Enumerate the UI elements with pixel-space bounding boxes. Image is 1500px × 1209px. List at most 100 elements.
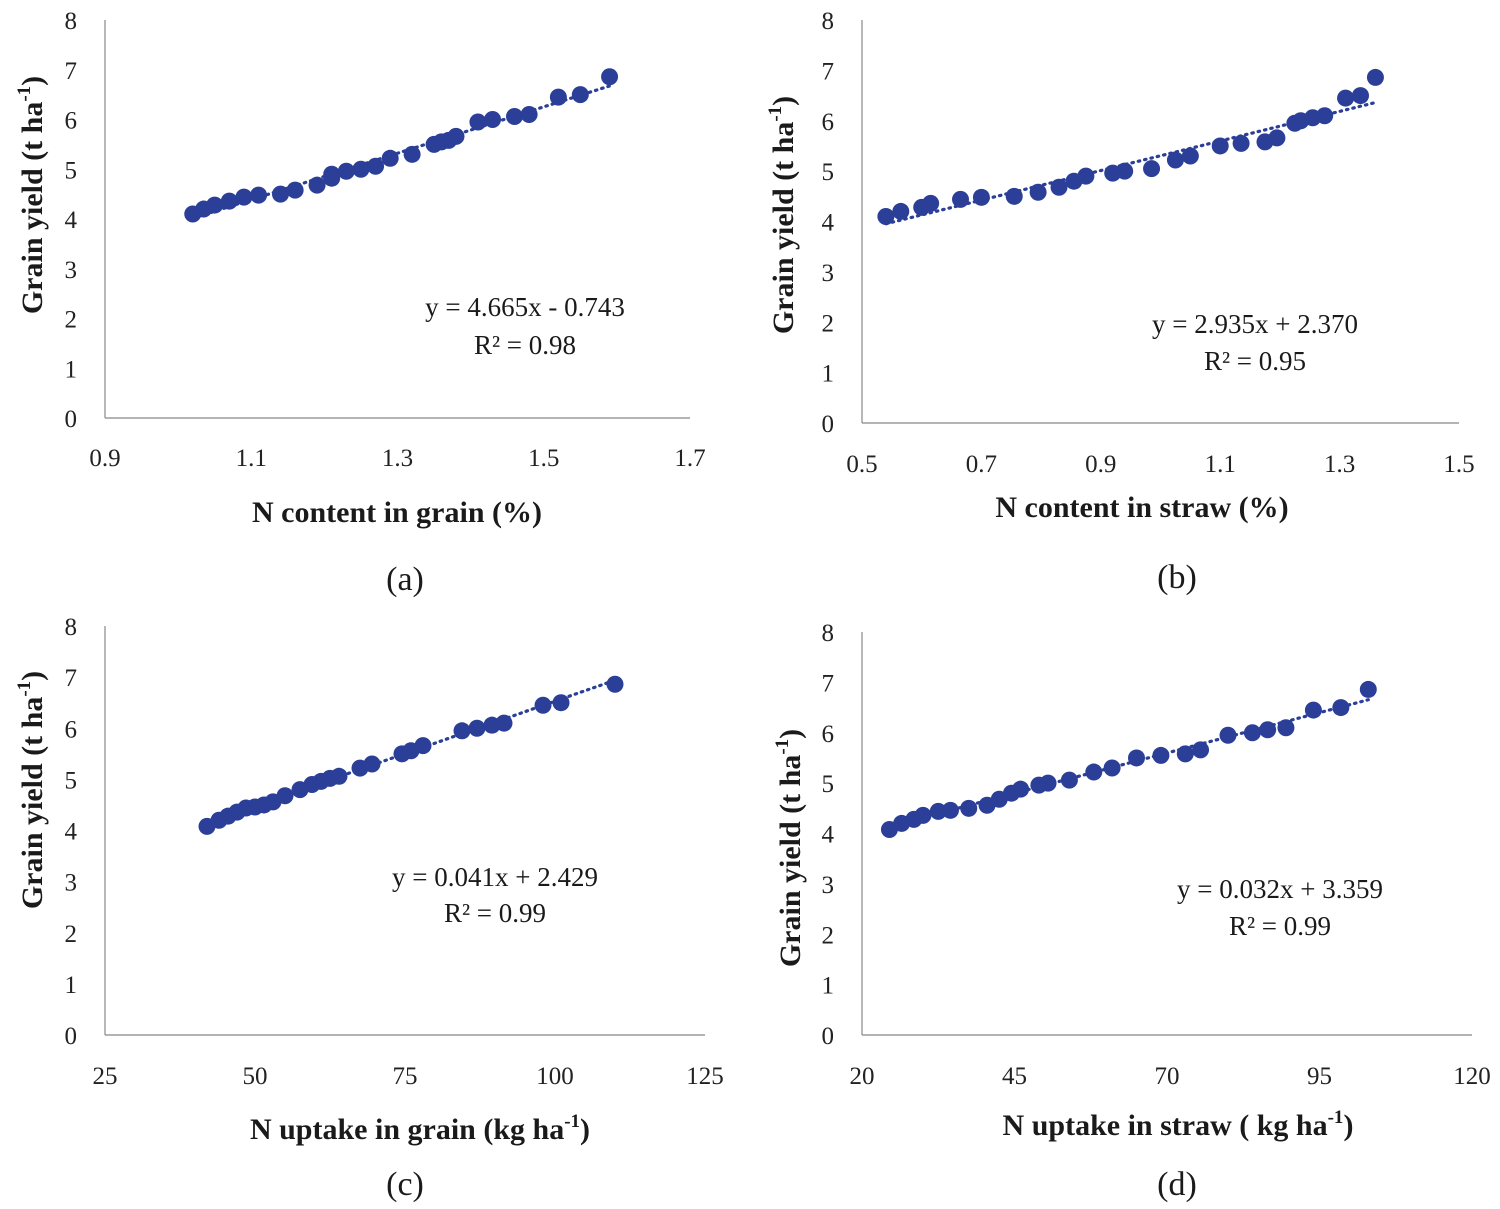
y-tick-label: 3 (822, 872, 835, 899)
y-axis-label: Grain yield (t ha-1) (14, 671, 49, 909)
y-tick-label: 7 (822, 58, 835, 85)
y-tick-label: 4 (822, 210, 835, 237)
data-point (1166, 151, 1184, 169)
data-point (367, 157, 385, 175)
panel-label: (b) (1157, 559, 1197, 596)
data-point (606, 675, 624, 693)
y-tick-label: 4 (65, 207, 78, 234)
data-point (206, 196, 224, 214)
data-point (330, 767, 348, 785)
x-axis-label: N uptake in straw ( kg ha-1) (1003, 1107, 1354, 1142)
r-squared: R² = 0.98 (474, 330, 576, 360)
data-point (1366, 68, 1384, 86)
y-tick-label: 5 (822, 159, 835, 186)
x-tick-label: 50 (243, 1063, 268, 1090)
y-tick-label: 2 (822, 922, 835, 949)
data-point (1176, 745, 1194, 763)
y-tick-label: 0 (822, 411, 835, 438)
data-point (1128, 749, 1145, 767)
x-tick-label: 0.9 (1085, 451, 1116, 478)
y-axis-label: Grain yield (t ha-1) (772, 729, 807, 967)
data-point (286, 181, 304, 199)
data-point (308, 176, 326, 194)
data-point (272, 185, 289, 203)
data-point (276, 787, 294, 805)
x-axis-label: N uptake in grain (kg ha-1) (250, 1111, 590, 1146)
data-point (1332, 699, 1350, 717)
data-point (1060, 771, 1078, 789)
y-tick-label: 7 (65, 58, 78, 85)
regression-equation: y = 0.041x + 2.429 (392, 862, 598, 892)
data-point (549, 88, 567, 106)
x-tick-label: 95 (1307, 1063, 1332, 1090)
data-point (1211, 137, 1229, 155)
data-point (1337, 89, 1355, 107)
x-tick-label: 0.7 (966, 451, 997, 478)
y-tick-label: 3 (65, 257, 78, 284)
data-point (1316, 107, 1334, 125)
data-point (952, 190, 970, 208)
data-point (1116, 162, 1134, 180)
y-tick-label: 1 (65, 356, 78, 383)
data-point (323, 165, 341, 183)
data-point (929, 802, 947, 820)
y-tick-label: 0 (65, 406, 78, 433)
x-tick-label: 1.1 (236, 445, 267, 472)
scatter-panel-c: 0 1 2 3 4 5 6 7 8 25 50 75 100 125 N uptake in grain (… (14, 614, 724, 1203)
y-tick-label: 7 (822, 670, 835, 697)
y-tick-label: 1 (822, 361, 835, 388)
x-tick-label: 75 (393, 1063, 418, 1090)
data-point (352, 160, 370, 178)
data-point (250, 186, 268, 204)
y-tick-label: 1 (822, 973, 835, 1000)
data-point (1277, 719, 1295, 737)
data-point (892, 202, 910, 220)
x-tick-label: 0.5 (846, 451, 877, 478)
y-tick-label: 2 (65, 307, 78, 334)
y-tick-label: 0 (822, 1023, 835, 1050)
data-point (534, 696, 552, 714)
regression-equation: y = 0.032x + 3.359 (1177, 874, 1383, 904)
data-point (1359, 680, 1377, 698)
x-axis-label: N content in straw (%) (995, 491, 1288, 524)
y-tick-label: 8 (65, 8, 78, 35)
data-point (1243, 724, 1261, 742)
data-point (1085, 763, 1103, 781)
x-tick-label: 1.3 (1324, 451, 1355, 478)
data-point (453, 722, 471, 740)
scatter-panel-a: 0 1 2 3 4 5 6 7 8 0.9 1.1 1.3 1.5 1.7 N content in gra… (14, 8, 706, 598)
data-point (601, 68, 619, 86)
x-tick-label: 1.3 (382, 445, 413, 472)
data-point (506, 108, 523, 126)
y-tick-label: 6 (65, 716, 78, 743)
data-point (1351, 87, 1369, 105)
x-tick-label: 0.9 (89, 445, 120, 472)
data-point (1039, 774, 1057, 792)
y-tick-label: 5 (822, 771, 835, 798)
data-point (1259, 721, 1277, 739)
y-tick-label: 0 (65, 1023, 78, 1050)
y-tick-label: 3 (822, 260, 835, 287)
y-axis-label: Grain yield (t ha-1) (14, 76, 49, 314)
data-point (363, 755, 381, 773)
y-tick-label: 6 (822, 721, 835, 748)
regression-equation: y = 4.665x - 0.743 (425, 292, 625, 322)
y-axis-label: Grain yield (t ha-1) (765, 96, 800, 334)
data-point (1181, 147, 1199, 165)
data-point (447, 127, 465, 145)
r-squared: R² = 0.95 (1204, 346, 1306, 376)
panel-label: (d) (1157, 1166, 1197, 1203)
y-tick-label: 2 (65, 921, 78, 948)
y-tick-label: 5 (65, 767, 78, 794)
x-tick-label: 1.1 (1205, 451, 1236, 478)
data-point (469, 113, 487, 131)
y-tick-label: 4 (65, 819, 78, 846)
data-point (972, 188, 990, 206)
data-point (1152, 746, 1170, 764)
y-tick-label: 7 (65, 665, 78, 692)
x-tick-label: 1.7 (674, 445, 705, 472)
data-point (220, 192, 238, 210)
y-tick-label: 2 (822, 310, 835, 337)
data-point (484, 111, 502, 128)
